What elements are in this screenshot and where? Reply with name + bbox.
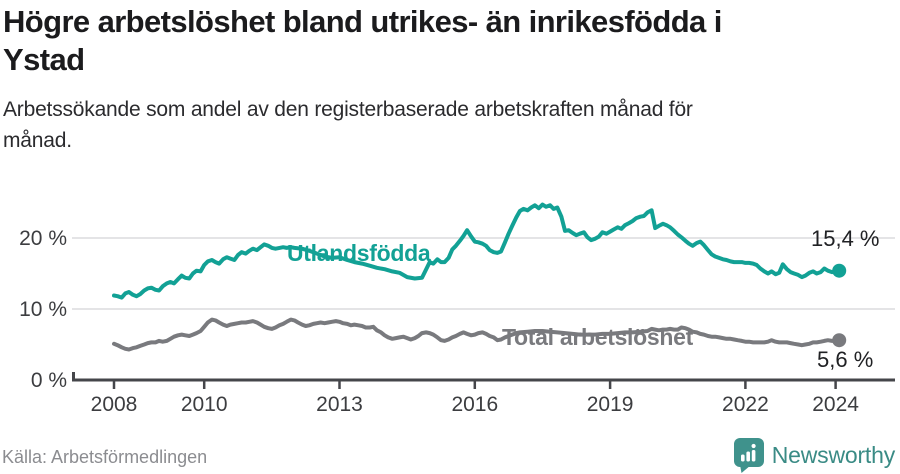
svg-text:2022: 2022 (722, 393, 769, 416)
newsworthy-bubble-chart-icon (733, 438, 764, 473)
svg-text:2008: 2008 (91, 393, 138, 416)
svg-text:2024: 2024 (812, 393, 859, 416)
chart-subtitle: Arbetssökande som andel av den registerb… (3, 94, 843, 156)
title-line-1: Högre arbetslöshet bland utrikes- än inr… (3, 4, 722, 39)
page-title: Högre arbetslöshet bland utrikes- än inr… (3, 3, 897, 79)
newsworthy-logo: Newsworthy (733, 437, 895, 473)
svg-text:0 %: 0 % (31, 369, 67, 392)
title-line-2: Ystad (3, 42, 85, 77)
end-value-utlandsfodda: 15,4 % (811, 226, 880, 251)
plot-area: 0 % 10 % 20 % 2008 2010 2013 2016 2019 2022 2024 (19, 202, 895, 416)
series-label-utlandsfodda: Utlandsfödda (287, 240, 431, 266)
svg-text:2019: 2019 (587, 393, 634, 416)
subtitle-line-1: Arbetssökande som andel av den registerb… (3, 98, 693, 121)
svg-text:10 %: 10 % (19, 298, 67, 321)
end-value-total-arbetsloshet: 5,6 % (817, 347, 874, 372)
svg-text:2010: 2010 (181, 393, 228, 416)
svg-text:2013: 2013 (316, 393, 363, 416)
svg-text:20 %: 20 % (19, 227, 67, 250)
series-label-total-arbetsloshet: Total arbetslöshet (502, 324, 693, 350)
subtitle-line-2: månad. (3, 129, 72, 152)
source-note: Källa: Arbetsförmedlingen (2, 447, 208, 467)
brand-name: Newsworthy (771, 441, 895, 468)
svg-text:2016: 2016 (451, 393, 498, 416)
